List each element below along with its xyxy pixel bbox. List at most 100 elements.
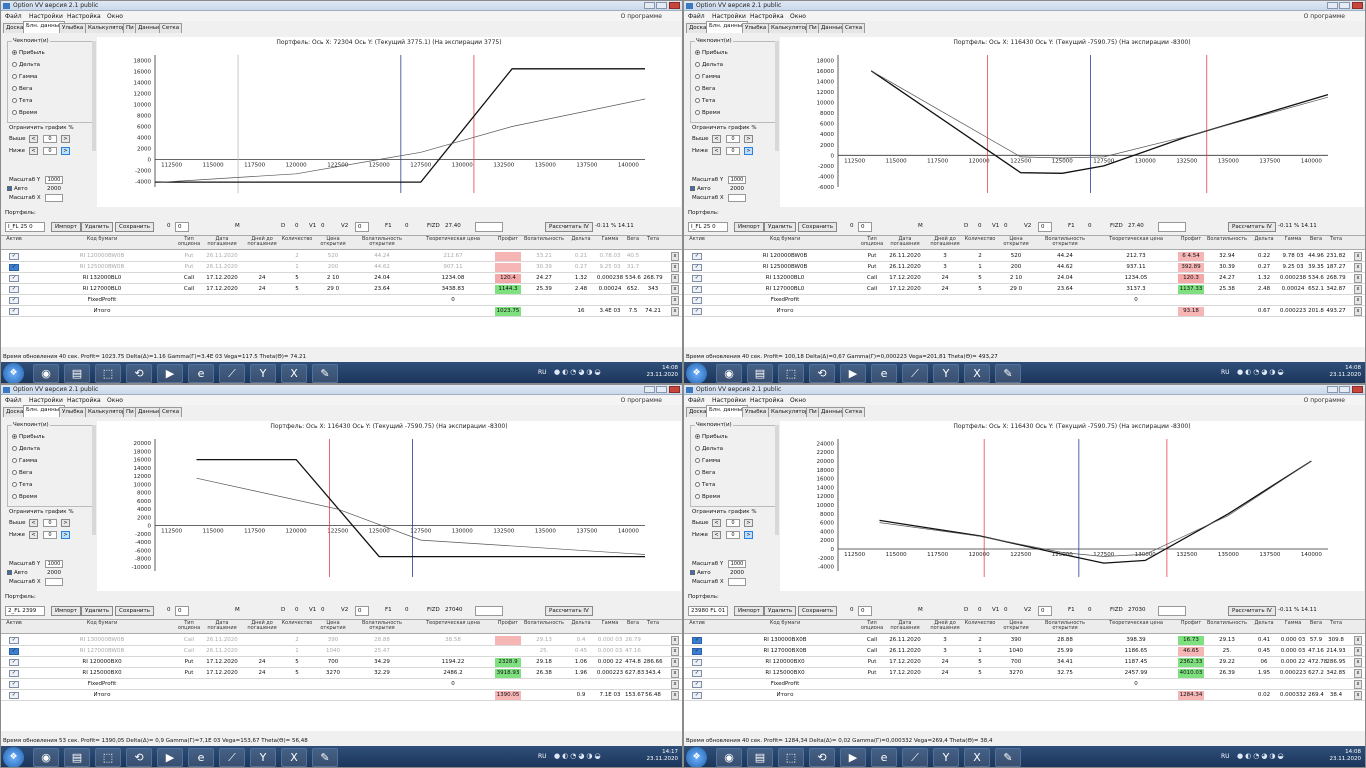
tray-icons[interactable]: ●◐◔◕◑◒ — [1237, 368, 1286, 376]
recalc-iv-button[interactable]: Рассчитать IV — [1228, 222, 1276, 232]
column-header[interactable]: Цена открытия — [1003, 236, 1029, 247]
table-row[interactable]: ✓ RI 132000BL0 Call 17.12.2020 24 5 2 10 24.04 1… — [684, 273, 1365, 284]
radio-delta[interactable]: Дельта — [695, 446, 723, 452]
tray-clock[interactable]: 14:17 23.11.2020 — [647, 749, 679, 763]
row-select-checkbox[interactable]: ✓ — [9, 648, 19, 655]
tool-icon[interactable]: ✎ — [312, 748, 338, 767]
menu-window[interactable]: Окно — [790, 397, 806, 404]
down-input[interactable]: 0 — [43, 531, 57, 539]
menu-setup[interactable]: Настройка — [67, 397, 101, 404]
menu-settings[interactable]: Настройки — [29, 397, 63, 404]
column-header[interactable]: Волатильность — [524, 236, 564, 242]
maximize-button[interactable] — [1339, 386, 1350, 393]
remote-icon[interactable]: ⬚ — [778, 364, 804, 383]
save-button[interactable]: Сохранить — [115, 606, 154, 616]
radio-vega[interactable]: Вега — [12, 470, 32, 476]
delete-button[interactable]: Удалить — [81, 222, 114, 232]
up-increase-button[interactable]: > — [744, 135, 753, 143]
recalc-iv-button[interactable]: Рассчитать IV — [545, 222, 593, 232]
column-header[interactable]: Дней до погашения — [930, 236, 960, 247]
remote-icon[interactable]: ⬚ — [95, 364, 121, 383]
tab-grid[interactable]: Сетка — [842, 407, 866, 417]
portfolio-select[interactable]: 2_FL 2399 — [5, 606, 45, 616]
radio-delta[interactable]: Дельта — [12, 62, 40, 68]
column-header[interactable]: Волатильность открытия — [362, 620, 402, 631]
row-select-checkbox[interactable]: ✓ — [692, 275, 702, 282]
row-select-checkbox[interactable]: ✓ — [692, 286, 702, 293]
down-decrease-button[interactable]: < — [712, 147, 721, 155]
column-header[interactable]: Количество — [964, 620, 996, 626]
remove-row-button[interactable]: x — [1354, 252, 1362, 261]
close-button[interactable] — [1352, 386, 1363, 393]
tab-calculator[interactable]: Калькулятор — [768, 23, 812, 33]
down-decrease-button[interactable]: < — [29, 147, 38, 155]
column-header[interactable]: Дельта — [571, 620, 591, 626]
radio-vega[interactable]: Вега — [12, 86, 32, 92]
table-row[interactable]: ✓ RI 125000BW0B Put 26.11.2020 1 200 44.62 907.… — [1, 262, 682, 273]
delete-button[interactable]: Удалить — [81, 606, 114, 616]
tb-fizd-input[interactable] — [1158, 222, 1186, 232]
row-select-checkbox[interactable]: ✓ — [692, 637, 702, 644]
scale-y-input[interactable]: 1000 — [45, 176, 63, 184]
tool-icon[interactable]: ✎ — [995, 364, 1021, 383]
tb-fizd-input[interactable] — [475, 222, 503, 232]
tb-fizd-input[interactable] — [1158, 606, 1186, 616]
down-decrease-button[interactable]: < — [712, 531, 721, 539]
table-row[interactable]: ✓ Итого 1023.75 16 3.4E 03 7.5 74.21 x — [1, 306, 682, 317]
chrome-icon[interactable]: ◉ — [33, 748, 59, 767]
menu-window[interactable]: Окно — [107, 13, 123, 20]
row-select-checkbox[interactable]: ✓ — [9, 297, 19, 304]
save-button[interactable]: Сохранить — [798, 606, 837, 616]
column-header[interactable]: Вега — [626, 620, 640, 626]
radio-theta[interactable]: Тета — [12, 98, 32, 104]
import-button[interactable]: Импорт — [51, 222, 81, 232]
settings-scrollbar[interactable] — [775, 425, 779, 535]
remote-icon[interactable]: ⬚ — [95, 748, 121, 767]
column-header[interactable]: Актив — [689, 236, 705, 242]
column-header[interactable]: Волатильность открытия — [362, 236, 402, 247]
table-row[interactable]: ✓ RI 125000BW0B Put 26.11.2020 3 1 200 44.62 937… — [684, 262, 1365, 273]
ie-icon[interactable]: e — [188, 748, 214, 767]
explorer-icon[interactable]: ▤ — [64, 364, 90, 383]
tray-language[interactable]: RU — [538, 753, 547, 760]
table-row[interactable]: ✓ RI 120000BW0B Put 26.11.2020 2 520 44.24 212.… — [1, 251, 682, 262]
excel-icon[interactable]: X — [281, 748, 307, 767]
column-header[interactable]: Тета — [646, 620, 660, 626]
about-link[interactable]: О программе — [620, 13, 662, 20]
portfolio-select[interactable]: I_FL 25 0 — [5, 222, 45, 232]
table-row[interactable]: ✓ FixedProfit 0 x — [1, 679, 682, 690]
remove-row-button[interactable]: x — [1354, 647, 1362, 656]
column-header[interactable]: Гамма — [601, 236, 619, 242]
row-select-checkbox[interactable]: ✓ — [692, 308, 702, 315]
payoff-chart[interactable]: 18000 16000 14000 12000 10000 8000 6000 4000 200… — [97, 37, 681, 207]
scale-y-input[interactable]: 1000 — [45, 560, 63, 568]
column-header[interactable]: Тета — [1329, 620, 1343, 626]
table-row[interactable]: ✓ FixedProfit 0 x — [684, 295, 1365, 306]
column-header[interactable]: Гамма — [1284, 620, 1302, 626]
scale-x-input[interactable] — [728, 578, 746, 586]
tb-fizd-input[interactable] — [475, 606, 503, 616]
row-select-checkbox[interactable]: ✓ — [692, 670, 702, 677]
option-vv-icon[interactable]: ⟋ — [902, 748, 928, 767]
table-row[interactable]: ✓ RI 127000BL0 Call 17.12.2020 24 5 29 0 23.64 3… — [1, 284, 682, 295]
recalc-iv-button[interactable]: Рассчитать IV — [1228, 606, 1276, 616]
delete-button[interactable]: Удалить — [764, 222, 797, 232]
tab-smile[interactable]: Улыбка — [742, 407, 770, 417]
column-header[interactable]: Дельта — [1254, 236, 1274, 242]
remove-row-button[interactable]: x — [1354, 658, 1362, 667]
row-select-checkbox[interactable]: ✓ — [9, 681, 19, 688]
column-header[interactable]: Цена открытия — [320, 236, 346, 247]
down-increase-button[interactable]: > — [744, 147, 753, 155]
import-button[interactable]: Импорт — [51, 606, 81, 616]
up-decrease-button[interactable]: < — [712, 519, 721, 527]
remove-row-button[interactable]: x — [1354, 680, 1362, 689]
column-header[interactable]: Актив — [6, 236, 22, 242]
payoff-chart[interactable]: 24000 22000 20000 18000 16000 14000 12000 10000… — [780, 421, 1364, 591]
row-select-checkbox[interactable]: ✓ — [692, 681, 702, 688]
column-header[interactable]: Волатильность открытия — [1045, 620, 1085, 631]
start-button[interactable]: ❖ — [686, 363, 707, 383]
remove-row-button[interactable]: x — [1354, 274, 1362, 283]
remove-row-button[interactable]: x — [1354, 263, 1362, 272]
start-button[interactable]: ❖ — [686, 747, 707, 767]
radio-time[interactable]: Время — [695, 494, 720, 500]
